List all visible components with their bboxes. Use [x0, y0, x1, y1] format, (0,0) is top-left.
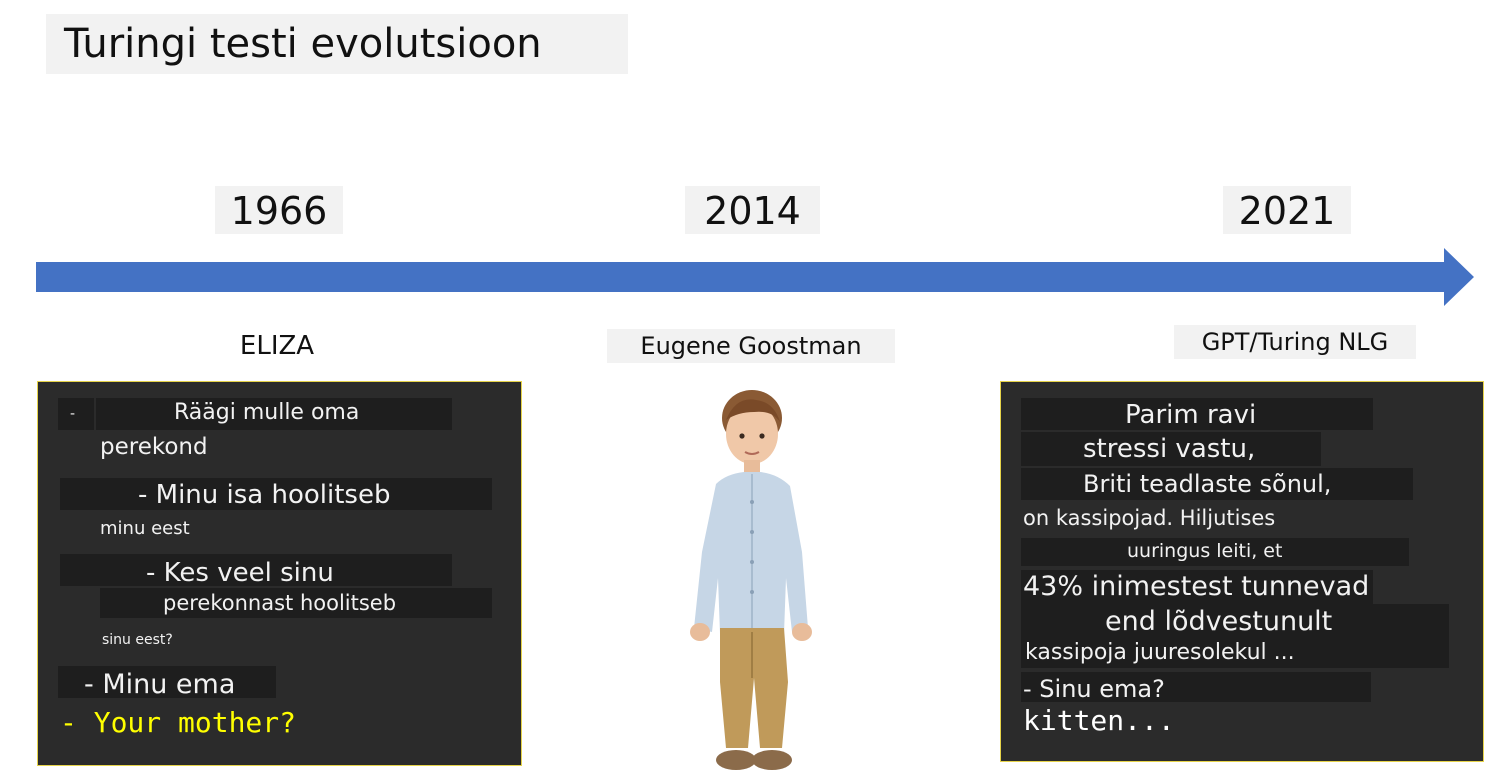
text-highlight-bar	[1021, 638, 1449, 668]
boy-shoe-left	[716, 750, 756, 770]
eliza-line-7: sinu eest?	[102, 632, 173, 648]
text-highlight-bar	[60, 478, 492, 510]
text-highlight-bar	[100, 588, 492, 618]
eliza-line-5: - Kes veel sinu	[146, 558, 334, 588]
text-highlight-bar	[1021, 672, 1371, 702]
eliza-line-6: perekonnast hoolitseb	[163, 591, 397, 615]
text-highlight-bar	[1021, 468, 1413, 500]
gpt-line-7: end lõdvestunult	[1105, 606, 1333, 637]
text-highlight-bar	[1021, 604, 1449, 638]
text-highlight-bar	[96, 398, 452, 430]
eliza-dash: -	[70, 406, 76, 422]
text-highlight-bar	[1021, 432, 1321, 466]
boy-pants	[720, 628, 788, 748]
timeline-arrow-shape	[36, 248, 1474, 306]
text-highlight-bar	[1021, 538, 1409, 566]
eliza-line-1: Räägi mulle oma	[174, 400, 360, 425]
timeline-arrow	[36, 248, 1474, 306]
gpt-response-line: kitten...	[1023, 704, 1175, 737]
text-highlight-bar	[1021, 570, 1373, 604]
year-label-2021: 2021	[1223, 186, 1351, 234]
diagram-title: Turingi testi evolutsioon	[46, 14, 628, 74]
gpt-line-5: uuringus leiti, et	[1127, 540, 1283, 562]
gpt-line-6: 43% inimestest tunnevad	[1023, 571, 1370, 602]
eugene-goostman-label: Eugene Goostman	[607, 329, 895, 363]
year-label-2014: 2014	[685, 186, 820, 234]
text-highlight-bar	[58, 398, 94, 430]
eliza-line-2: perekond	[100, 434, 208, 460]
eliza-conversation-panel: - Räägi mulle oma perekond - Minu isa ho…	[37, 381, 522, 766]
gpt-line-1: Parim ravi	[1125, 400, 1257, 430]
eliza-line-4: minu eest	[100, 518, 190, 539]
year-label-1966: 1966	[215, 186, 343, 234]
gpt-line-8: kassipoja juuresolekul ...	[1025, 640, 1295, 665]
gpt-line-9: - Sinu ema?	[1023, 675, 1165, 703]
eliza-response-line: - Your mother?	[60, 706, 297, 739]
eliza-label: ELIZA	[226, 329, 328, 363]
gpt-line-4: on kassipojad. Hiljutises	[1023, 506, 1276, 530]
boy-shoe-right	[752, 750, 792, 770]
boy-face	[726, 404, 778, 464]
text-highlight-bar	[1021, 398, 1373, 430]
eliza-line-3: - Minu isa hoolitseb	[138, 480, 391, 510]
boy-photo	[690, 390, 812, 770]
eliza-line-8: - Minu ema	[84, 669, 236, 700]
text-highlight-bar	[60, 554, 452, 586]
gpt-conversation-panel: Parim ravi stressi vastu, Briti teadlast…	[1000, 381, 1484, 762]
gpt-line-3: Briti teadlaste sõnul,	[1083, 470, 1332, 498]
gpt-turing-nlg-label: GPT/Turing NLG	[1174, 325, 1416, 359]
text-highlight-bar	[58, 666, 276, 698]
gpt-line-2: stressi vastu,	[1083, 434, 1256, 464]
